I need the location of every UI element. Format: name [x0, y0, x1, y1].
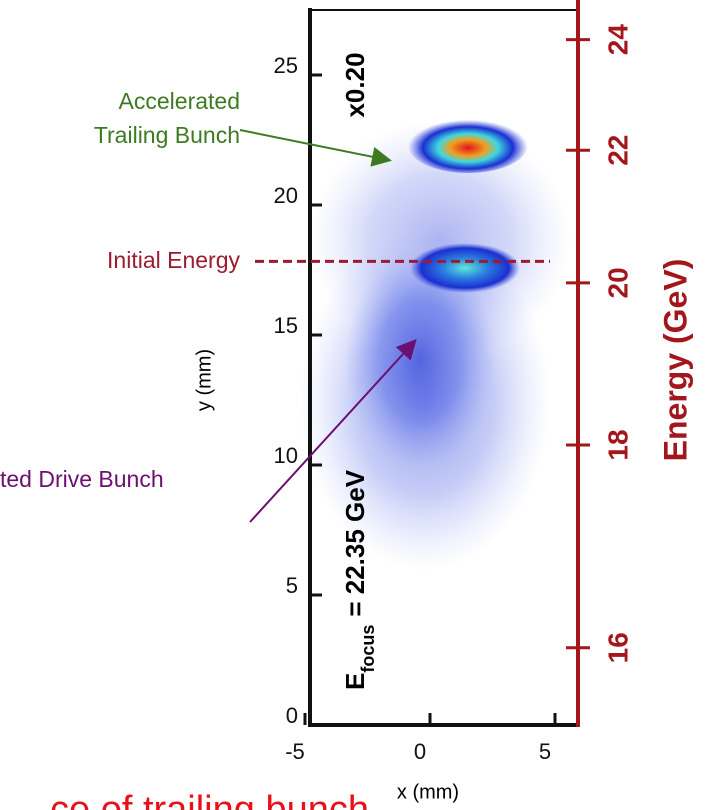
annotation: ted Drive Bunch [0, 466, 164, 492]
x-tick-label: 0 [414, 739, 426, 764]
y-axis-label: y (mm) [193, 349, 215, 411]
focus-main: E [340, 673, 370, 690]
y2-tick-label: 24 [602, 24, 633, 56]
spectrometer-image [300, 117, 570, 570]
focus-label: Efocus = 22.35 GeV [340, 469, 378, 690]
annotation: Accelerated [119, 88, 240, 114]
y2-axis-label: Energy (GeV) [657, 259, 693, 462]
y-tick-label: 25 [274, 53, 298, 78]
footer: ce of trailing bunch [50, 789, 369, 810]
y2-tick-label: 20 [602, 267, 633, 298]
y2-tick-label: 22 [602, 135, 633, 166]
scale-label: x0.20 [340, 52, 370, 117]
y-tick-label: 15 [274, 313, 298, 338]
y-tick-label: 0 [286, 703, 298, 728]
x-tick-label: -5 [285, 739, 305, 764]
x-axis-label: x (mm) [397, 781, 459, 803]
y-tick-label: 10 [274, 443, 298, 468]
arrow [239, 129, 392, 167]
y2-tick-label: 18 [602, 429, 633, 460]
focus-rest: = 22.35 GeV [340, 469, 370, 616]
y-tick-label: 20 [274, 183, 298, 208]
focus-sub: focus [358, 625, 378, 673]
y-tick-label: 5 [286, 573, 298, 598]
annotation: Trailing Bunch [94, 122, 240, 148]
x-tick-label: 5 [539, 739, 551, 764]
annotation: Initial Energy [107, 247, 240, 273]
arrow [249, 339, 417, 523]
y2-tick-label: 16 [602, 632, 633, 663]
